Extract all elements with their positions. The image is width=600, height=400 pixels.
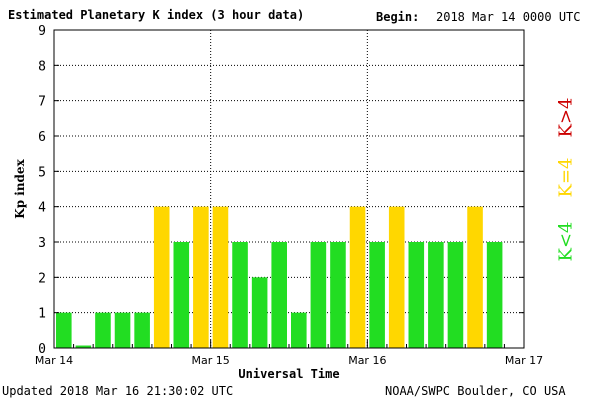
legend-k-equal-4: K=4 xyxy=(555,157,577,198)
bar-19 xyxy=(428,242,444,348)
ytick-label-7: 7 xyxy=(38,95,46,110)
bar-12 xyxy=(291,312,307,348)
xtick-label-0: Mar 14 xyxy=(35,354,73,367)
y-axis-label: Kp index xyxy=(13,158,27,218)
ytick-label-2: 2 xyxy=(38,271,46,286)
bar-15 xyxy=(349,206,366,348)
ytick-label-0: 0 xyxy=(38,342,46,357)
bar-16 xyxy=(369,242,385,348)
x-axis-label: Universal Time xyxy=(238,367,339,381)
ytick-label-6: 6 xyxy=(38,130,46,145)
bar-3 xyxy=(114,312,131,348)
bar-10 xyxy=(251,277,268,348)
bar-17 xyxy=(388,206,405,348)
ytick-label-1: 1 xyxy=(38,307,46,322)
bar-6 xyxy=(173,242,190,348)
ytick-label-8: 8 xyxy=(38,59,46,74)
bar-18 xyxy=(408,242,425,348)
bar-9 xyxy=(232,242,248,348)
begin-label: Begin: xyxy=(376,10,420,24)
ytick-label-4: 4 xyxy=(38,201,46,216)
ytick-label-5: 5 xyxy=(38,165,46,180)
bar-8 xyxy=(212,206,229,348)
bar-21 xyxy=(467,206,483,348)
xtick-label-3: Mar 17 xyxy=(505,354,543,367)
ytick-label-9: 9 xyxy=(38,24,46,39)
legend-k-below-4: K<4 xyxy=(555,221,577,262)
bar-7 xyxy=(193,206,209,348)
updated-timestamp: Updated 2018 Mar 16 21:30:02 UTC xyxy=(2,384,234,398)
bar-5 xyxy=(153,206,170,348)
xtick-label-2: Mar 16 xyxy=(348,354,386,367)
bar-13 xyxy=(310,242,327,348)
bar-0 xyxy=(56,312,72,348)
bar-4 xyxy=(134,312,150,348)
source-credit: NOAA/SWPC Boulder, CO USA xyxy=(385,384,566,398)
bar-11 xyxy=(271,242,287,348)
chart-title: Estimated Planetary K index (3 hour data… xyxy=(8,8,305,22)
bar-1 xyxy=(75,345,92,348)
bar-14 xyxy=(330,242,346,348)
ytick-label-3: 3 xyxy=(38,236,46,251)
legend-k-above-4: K>4 xyxy=(555,97,577,138)
bar-2 xyxy=(95,312,111,348)
bar-20 xyxy=(447,242,464,348)
bar-22 xyxy=(486,242,503,348)
begin-value: 2018 Mar 14 0000 UTC xyxy=(436,10,581,24)
xtick-label-1: Mar 15 xyxy=(192,354,230,367)
